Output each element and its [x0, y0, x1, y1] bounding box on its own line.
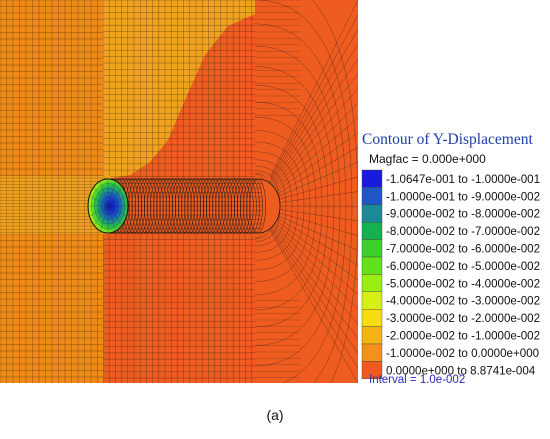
legend-swatch: [362, 187, 382, 204]
legend-swatch: [362, 205, 382, 222]
legend-label: -1.0000e-001 to -9.0000e-002: [386, 190, 540, 203]
tunnel: [0, 176, 280, 234]
legend-label: -1.0000e-002 to 0.0000e+000: [386, 347, 539, 360]
legend-swatch: [362, 292, 382, 309]
legend-label: -2.0000e-002 to -1.0000e-002: [386, 330, 540, 343]
legend-entries: -1.0647e-001 to -1.0000e-001 -1.0000e-001…: [362, 170, 540, 379]
tunnel-face-mesh: [88, 179, 128, 233]
legend-swatch: [362, 257, 382, 274]
legend-swatch: [362, 170, 382, 187]
legend-label: -4.0000e-002 to -3.0000e-002: [386, 295, 540, 308]
legend-label: -7.0000e-002 to -6.0000e-002: [386, 243, 540, 256]
legend-swatch: [362, 222, 382, 239]
legend-label: -5.0000e-002 to -4.0000e-002: [386, 277, 540, 290]
legend-label: -8.0000e-002 to -7.0000e-002: [386, 225, 540, 238]
legend-label: -3.0000e-002 to -2.0000e-002: [386, 312, 540, 325]
legend-swatch: [362, 327, 382, 344]
figure-caption: (a): [266, 407, 283, 423]
legend-swatch: [362, 344, 382, 361]
model-region: [0, 0, 358, 434]
legend-label: -6.0000e-002 to -5.0000e-002: [386, 260, 540, 273]
legend-swatch: [362, 274, 382, 291]
legend-label: -1.0647e-001 to -1.0000e-001: [386, 173, 540, 186]
legend-title: Contour of Y-Displacement: [362, 131, 533, 148]
legend-swatch: [362, 309, 382, 326]
legend-interval: Interval = 1.0e-002: [369, 374, 465, 386]
legend-magfac: Magfac = 0.000e+000: [369, 152, 486, 166]
legend: Contour of Y-Displacement Magfac = 0.000…: [362, 131, 540, 386]
legend-swatch: [362, 240, 382, 257]
legend-label: -9.0000e-002 to -8.0000e-002: [386, 208, 540, 221]
